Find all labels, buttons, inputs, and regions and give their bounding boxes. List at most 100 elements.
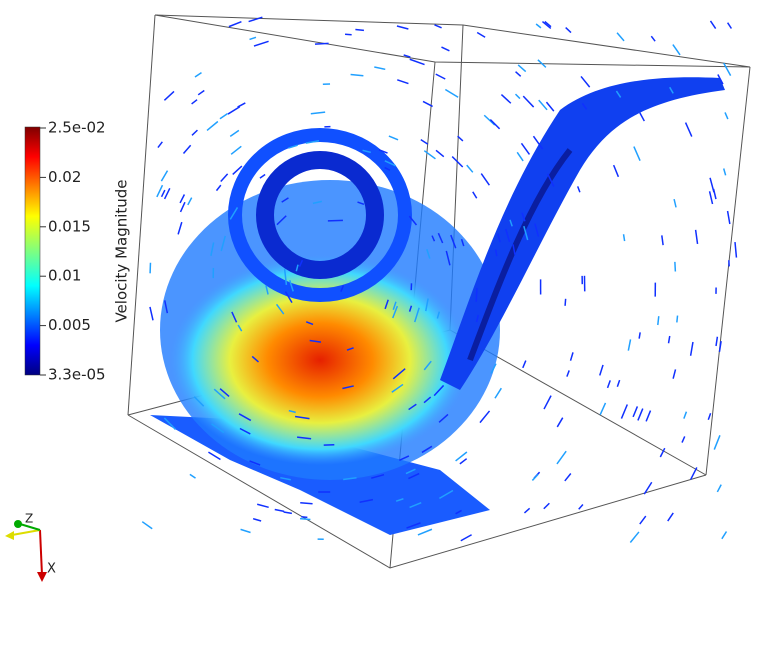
arrow: [431, 235, 436, 242]
arrow: [721, 531, 728, 540]
arrow: [476, 31, 486, 38]
arrow: [565, 27, 572, 34]
arrow: [556, 450, 567, 465]
arrow: [359, 498, 374, 503]
arrow: [480, 173, 490, 186]
arrow: [423, 396, 432, 404]
arrow: [523, 225, 529, 241]
arrow: [149, 306, 154, 321]
arrow: [459, 458, 468, 465]
arrow: [219, 388, 230, 398]
arrow: [578, 503, 584, 510]
arrow: [726, 210, 731, 225]
arrow: [676, 315, 679, 323]
arrow: [516, 151, 524, 162]
arrow: [240, 528, 251, 534]
arrow: [160, 170, 169, 182]
arrow: [384, 160, 396, 167]
arrow: [220, 173, 229, 183]
arrow: [275, 303, 285, 315]
arrow: [534, 223, 540, 237]
arrow: [616, 379, 621, 387]
arrow: [709, 20, 717, 29]
arrow: [378, 149, 388, 154]
arrow: [520, 142, 531, 155]
arrow: [362, 149, 371, 154]
arrow: [672, 44, 681, 56]
arrow: [643, 481, 653, 495]
arrow: [422, 100, 433, 108]
arrow: [460, 534, 472, 542]
arrow: [483, 114, 496, 126]
arrow: [659, 447, 666, 458]
arrow: [227, 106, 241, 115]
arrow: [669, 86, 674, 94]
arrow: [650, 35, 656, 42]
arrow: [265, 285, 269, 295]
arrow: [179, 194, 186, 204]
arrow: [564, 298, 567, 306]
arrow: [340, 285, 345, 292]
arrow: [638, 332, 641, 339]
arrow: [718, 341, 722, 352]
arrow: [384, 166, 391, 171]
arrow: [599, 402, 607, 416]
arrow: [396, 25, 409, 30]
arrow: [413, 307, 420, 323]
arrow: [667, 335, 671, 344]
color-bar-label: 2.5e-02: [48, 119, 106, 137]
arrow: [237, 102, 246, 108]
arrow: [374, 66, 386, 71]
arrow: [301, 516, 308, 519]
arrow: [627, 339, 632, 351]
arrow: [472, 191, 478, 199]
arrow: [425, 298, 429, 312]
arrow: [249, 36, 257, 41]
arrow: [707, 412, 712, 421]
arrow: [639, 515, 647, 525]
arrow: [445, 250, 451, 266]
arrow: [437, 232, 444, 244]
arrow: [256, 503, 269, 509]
arrow: [673, 198, 677, 208]
arrow: [556, 417, 564, 428]
arrow: [564, 473, 572, 482]
arrow: [295, 264, 299, 272]
arrow: [237, 324, 243, 332]
arrow: [599, 364, 604, 376]
arrow: [309, 339, 322, 343]
arrow: [197, 89, 205, 96]
arrow: [713, 435, 721, 450]
arrow: [409, 501, 422, 509]
arrow: [182, 144, 192, 155]
arrow: [629, 531, 640, 543]
axes-triad: Z X: [5, 512, 56, 582]
arrow: [346, 347, 354, 351]
arrow: [606, 380, 611, 389]
arrow: [238, 413, 252, 422]
arrow: [229, 207, 239, 220]
arrow: [455, 451, 468, 462]
arrow: [300, 502, 313, 505]
arrow: [509, 219, 513, 227]
arrow: [545, 101, 555, 112]
arrow: [281, 197, 289, 203]
arrow: [391, 383, 404, 393]
arrow: [423, 360, 432, 371]
arrow: [231, 311, 238, 323]
arrow: [439, 489, 454, 500]
arrow: [294, 415, 310, 420]
arrow: [392, 301, 397, 311]
arrow: [160, 189, 166, 198]
arrow: [532, 135, 544, 150]
arrow: [689, 341, 694, 356]
color-bar-label: 0.015: [48, 217, 91, 235]
arrow: [541, 21, 552, 30]
arrow: [405, 468, 416, 475]
arrow: [466, 164, 474, 173]
arrow: [298, 259, 304, 267]
arrow: [514, 93, 521, 100]
arrow: [163, 300, 169, 314]
color-bar: 2.5e-02 0.02 0.015 0.01 0.005 3.3e-05 Velocit…: [24, 119, 131, 384]
arrow: [515, 71, 522, 77]
